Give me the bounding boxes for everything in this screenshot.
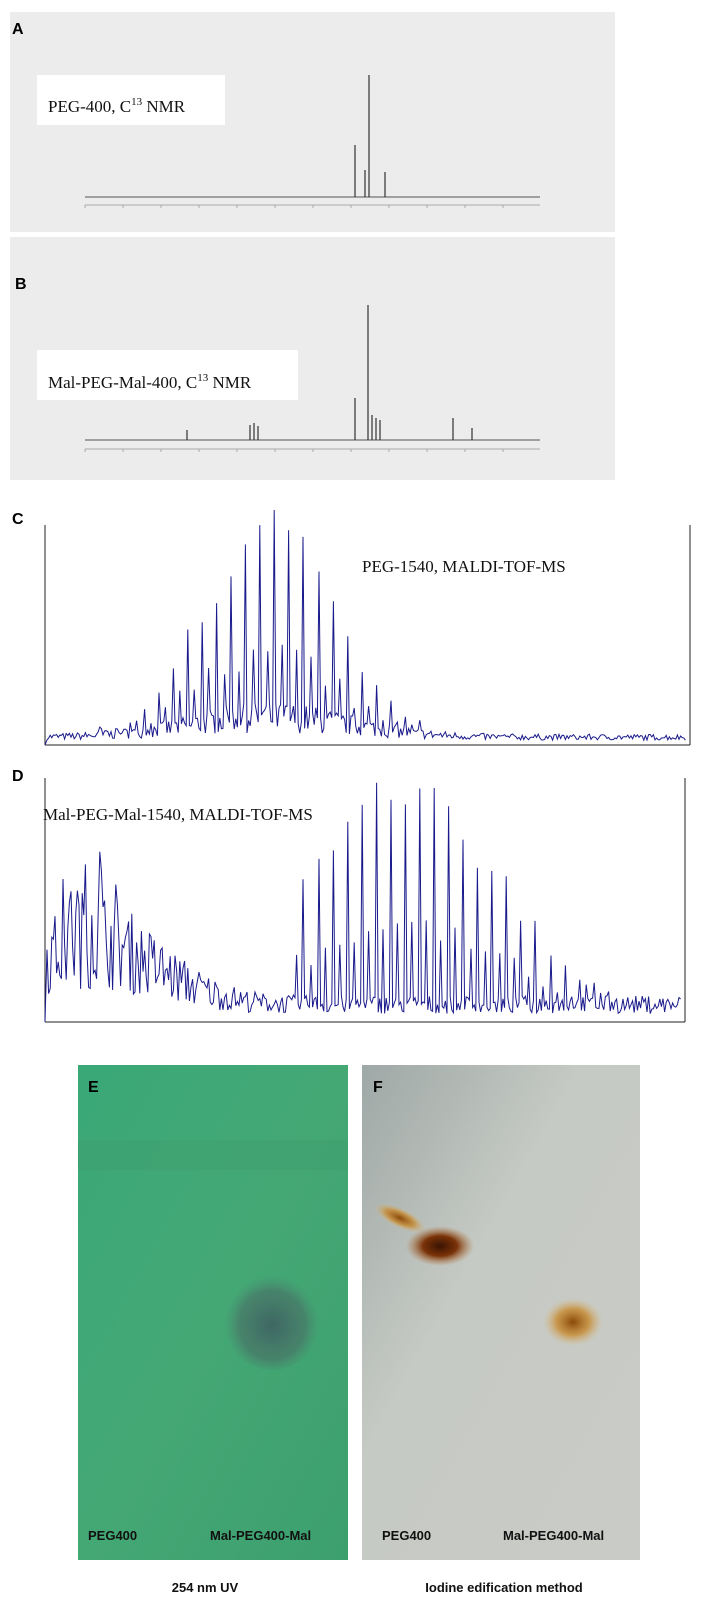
title-sup: 13 xyxy=(197,372,209,384)
title-after: NMR xyxy=(142,97,186,116)
panel-label: B xyxy=(15,276,27,293)
panel-label: C xyxy=(12,511,24,528)
panel-label: F xyxy=(373,1079,383,1096)
panel-title: PEG-1540, MALDI-TOF-MS xyxy=(362,557,566,576)
lane-label: PEG400 xyxy=(382,1528,431,1543)
ms-spectrum xyxy=(44,509,691,746)
lane-label: PEG400 xyxy=(88,1528,137,1543)
panel-title: Mal-PEG-Mal-400, C13 NMR xyxy=(48,372,252,392)
spectrum-trace xyxy=(44,509,686,746)
lane-label: Mal-PEG400-Mal xyxy=(503,1528,604,1543)
tlc-spot xyxy=(543,1298,603,1346)
tlc-spot xyxy=(224,1270,320,1370)
plate-band xyxy=(78,1140,348,1170)
spectrum-trace xyxy=(44,782,681,1023)
nmr-spectrum xyxy=(84,75,540,208)
caption: Iodine edification method xyxy=(425,1580,583,1595)
label-box xyxy=(37,75,225,125)
label-box xyxy=(37,350,298,400)
panel-title: PEG-400, C13 NMR xyxy=(48,96,186,116)
ms-spectrum xyxy=(44,778,686,1023)
panel-label: D xyxy=(12,768,24,785)
title-text: PEG-400, C xyxy=(48,97,131,116)
title-after: NMR xyxy=(208,373,252,392)
title-sup: 13 xyxy=(131,96,143,108)
tlc-spot xyxy=(406,1226,474,1266)
tlc-spot xyxy=(374,1203,426,1233)
caption: 254 nm UV xyxy=(172,1580,239,1595)
title-text: Mal-PEG-Mal-400, C xyxy=(48,373,197,392)
nmr-spectrum xyxy=(84,305,540,452)
panel-label: E xyxy=(88,1079,99,1096)
panel-label: A xyxy=(12,21,24,38)
lane-label: Mal-PEG400-Mal xyxy=(210,1528,311,1543)
panel-title: Mal-PEG-Mal-1540, MALDI-TOF-MS xyxy=(43,805,313,824)
